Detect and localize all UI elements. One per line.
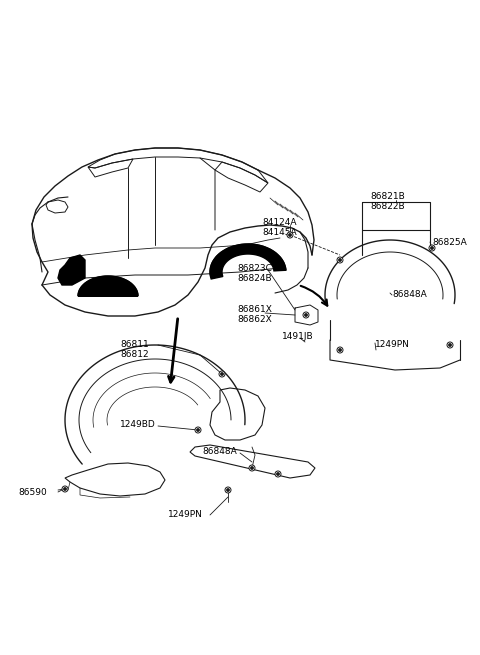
Text: 1249PN: 1249PN: [375, 340, 410, 349]
Circle shape: [277, 473, 279, 475]
Circle shape: [62, 486, 68, 492]
Circle shape: [197, 429, 199, 431]
Text: 86825A: 86825A: [432, 238, 467, 247]
Text: 86823C
86824B: 86823C 86824B: [237, 264, 272, 284]
Circle shape: [303, 312, 309, 318]
Circle shape: [249, 465, 255, 471]
Circle shape: [431, 247, 433, 249]
Text: 86590: 86590: [18, 488, 47, 497]
Circle shape: [64, 488, 66, 490]
Circle shape: [227, 489, 229, 491]
Text: 86811
86812: 86811 86812: [120, 340, 149, 360]
Text: 1491JB: 1491JB: [282, 332, 313, 341]
Circle shape: [219, 371, 225, 377]
Text: 84124A
84145A: 84124A 84145A: [262, 218, 297, 237]
Text: 86821B
86822B: 86821B 86822B: [370, 192, 405, 212]
Circle shape: [225, 487, 231, 493]
Circle shape: [287, 232, 293, 238]
Circle shape: [195, 427, 201, 433]
Polygon shape: [58, 255, 85, 285]
Circle shape: [337, 347, 343, 353]
Circle shape: [339, 259, 341, 261]
Circle shape: [275, 471, 281, 477]
Circle shape: [221, 373, 223, 375]
Circle shape: [447, 342, 453, 348]
Circle shape: [429, 245, 435, 251]
Text: 86861X
86862X: 86861X 86862X: [237, 305, 272, 324]
Text: 1249BD: 1249BD: [120, 420, 156, 429]
Text: 1249PN: 1249PN: [168, 510, 203, 519]
Circle shape: [251, 467, 253, 469]
Circle shape: [339, 349, 341, 351]
Circle shape: [289, 234, 291, 236]
Text: 86848A: 86848A: [202, 447, 237, 456]
Polygon shape: [210, 244, 286, 279]
Text: 86848A: 86848A: [392, 290, 427, 299]
Circle shape: [449, 344, 451, 346]
Polygon shape: [78, 276, 138, 296]
Circle shape: [305, 314, 307, 316]
Circle shape: [337, 257, 343, 263]
